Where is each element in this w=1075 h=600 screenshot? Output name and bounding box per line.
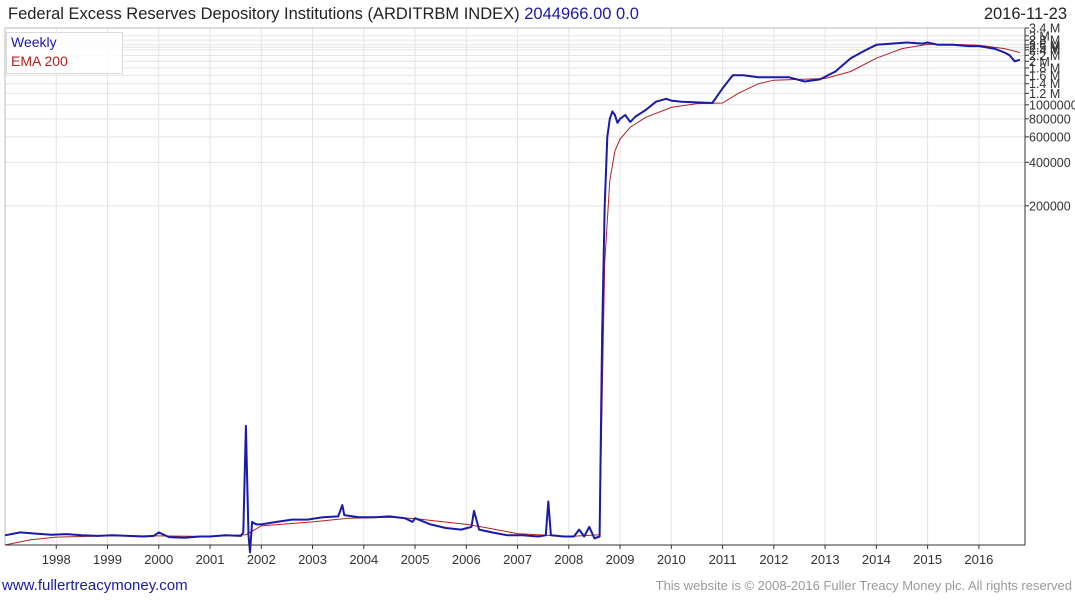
x-axis: 1998 1999 2000 2001 2002 2003 2004 2005 2006 2007… bbox=[5, 544, 1025, 567]
x-tick-label: 2004 bbox=[349, 552, 378, 567]
plot-frame bbox=[4, 27, 1026, 546]
title-text: Federal Excess Reserves Depository Insti… bbox=[8, 5, 520, 23]
legend-weekly: Weekly bbox=[11, 34, 57, 50]
x-tick-label: 2002 bbox=[247, 552, 276, 567]
y-tick-label: 1.6 M bbox=[1029, 69, 1060, 83]
y-tick-label: 600000 bbox=[1029, 130, 1071, 144]
x-tick-label: 2015 bbox=[913, 552, 942, 567]
y-tick-label: 200000 bbox=[1029, 199, 1071, 213]
legend: Weekly EMA 200 bbox=[6, 32, 123, 74]
x-tick-label: 2013 bbox=[811, 552, 840, 567]
y-tick-label: 400000 bbox=[1029, 156, 1071, 170]
series-layer bbox=[4, 41, 1021, 554]
x-tick-label: 2014 bbox=[862, 552, 891, 567]
chart-date: 2016-11-23 bbox=[983, 5, 1067, 23]
x-tick-label: 1999 bbox=[93, 552, 122, 567]
x-tick-label: 2006 bbox=[452, 552, 481, 567]
y-axis: 3.4 M3 M2.8 M2.6 M2.5 M2.4 M2.2 M2 M1.8 … bbox=[1024, 22, 1075, 545]
x-tick-label: 2005 bbox=[401, 552, 430, 567]
y-tick-label: 1000000 bbox=[1029, 98, 1075, 112]
y-tick-label: 1.8 M bbox=[1029, 61, 1060, 75]
x-tick-label: 2003 bbox=[298, 552, 327, 567]
copyright-text: This website is © 2008-2016 Fuller Treac… bbox=[655, 578, 1072, 593]
x-tick-label: 2008 bbox=[554, 552, 583, 567]
site-link[interactable]: www.fullertreacymoney.com bbox=[2, 577, 188, 594]
x-tick-label: 1998 bbox=[42, 552, 71, 567]
y-tick-label: 2.6 M bbox=[1029, 38, 1060, 52]
chart-title: Federal Excess Reserves Depository Insti… bbox=[8, 5, 639, 24]
x-tick-label: 2016 bbox=[964, 552, 993, 567]
y-tick-label: 2 M bbox=[1029, 55, 1050, 69]
ema-series-line bbox=[4, 43, 1021, 546]
last-value: 2044966.00 bbox=[524, 5, 612, 23]
y-tick-label: 3.4 M bbox=[1029, 22, 1060, 36]
y-tick-label: 2.2 M bbox=[1029, 49, 1060, 63]
x-tick-label: 2012 bbox=[759, 552, 788, 567]
y-tick-label: 1.2 M bbox=[1029, 87, 1060, 101]
x-tick-label: 2009 bbox=[606, 552, 635, 567]
x-tick-label: 2010 bbox=[657, 552, 686, 567]
y-tick-label: 3 M bbox=[1029, 29, 1050, 43]
y-tick-label: 2.4 M bbox=[1029, 43, 1060, 57]
grid-lines bbox=[5, 27, 1025, 545]
legend-ema: EMA 200 bbox=[11, 53, 68, 69]
y-tick-label: 2.5 M bbox=[1029, 41, 1060, 55]
x-tick-label: 2011 bbox=[709, 552, 737, 567]
x-tick-label: 2000 bbox=[144, 552, 173, 567]
x-tick-label: 2007 bbox=[503, 552, 532, 567]
change-value: 0.0 bbox=[616, 5, 639, 23]
weekly-series-line bbox=[4, 41, 1021, 554]
y-tick-label: 1.4 M bbox=[1029, 77, 1060, 91]
y-tick-label: 2.8 M bbox=[1029, 34, 1060, 48]
y-tick-label: 800000 bbox=[1029, 112, 1071, 126]
x-tick-label: 2001 bbox=[196, 552, 225, 567]
